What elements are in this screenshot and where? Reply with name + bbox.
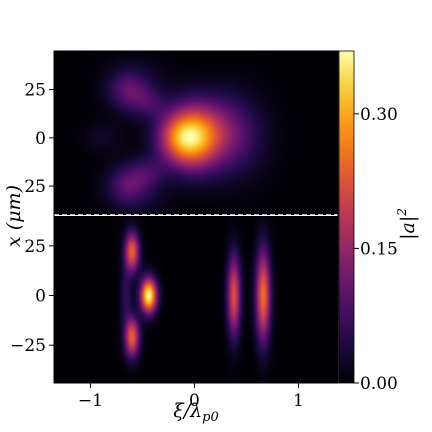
bottom-panel bbox=[54, 216, 338, 383]
colorbar-label-superscript: 2 bbox=[395, 208, 409, 217]
colorbar-label: |a|2 bbox=[395, 208, 419, 240]
top-panel bbox=[54, 51, 338, 215]
x-tick-label: 1 bbox=[293, 391, 304, 411]
y-tick-label: 25 bbox=[24, 237, 46, 257]
axis-ticks: −1 0 1 25 0 25 25 0 −25 0.00 0.15 0.30 bbox=[10, 81, 398, 411]
top-heatmap bbox=[54, 51, 338, 215]
colorbar-tick-label: 0.30 bbox=[360, 105, 398, 125]
colorbar-tick-label: 0.15 bbox=[360, 239, 398, 259]
y-tick-label: 0 bbox=[35, 129, 46, 149]
plot-frame bbox=[53, 50, 339, 384]
x-axis-label-subscript: p0 bbox=[202, 410, 219, 425]
y-axis-label: x (μm) bbox=[3, 185, 25, 247]
x-tick-label: −1 bbox=[78, 391, 103, 411]
y-tick-label: 25 bbox=[24, 81, 46, 101]
y-tick-label: −25 bbox=[10, 336, 46, 356]
colorbar bbox=[338, 50, 355, 384]
bottom-heatmap bbox=[54, 216, 338, 383]
x-axis-label: ξ/λp0 bbox=[173, 400, 219, 425]
x-tick-label: 0 bbox=[189, 391, 200, 411]
colorbar-tick-label: 0.00 bbox=[360, 374, 398, 394]
y-tick-label: 0 bbox=[35, 287, 46, 307]
y-tick-label: 25 bbox=[24, 177, 46, 197]
